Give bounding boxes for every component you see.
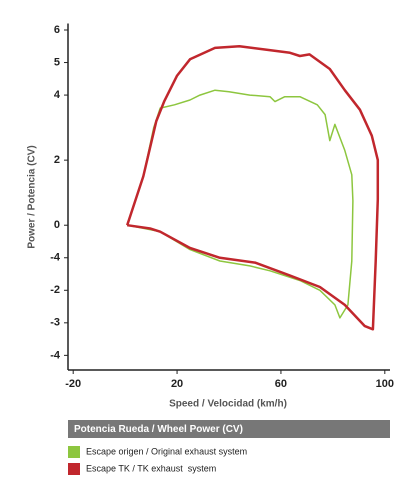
legend-swatch xyxy=(68,463,80,475)
y-tick-label: 5 xyxy=(54,56,60,68)
legend-label: Escape TK / TK exhaust system xyxy=(86,463,216,473)
y-tick-label: -2 xyxy=(50,284,60,296)
y-tick-label: -4 xyxy=(50,252,61,264)
y-tick-label: 2 xyxy=(54,154,60,166)
y-tick-label: -3 xyxy=(50,317,60,329)
y-tick-label: -4 xyxy=(50,349,61,361)
x-tick-label: -20 xyxy=(65,378,81,390)
series-line xyxy=(126,89,354,319)
x-tick-label: 60 xyxy=(275,378,287,390)
x-axis-title: Speed / Velocidad (km/h) xyxy=(169,399,287,410)
series-line xyxy=(126,45,380,331)
y-tick-label: 0 xyxy=(54,219,60,231)
legend-label: Escape origen / Original exhaust system xyxy=(86,446,247,456)
legend-title: Potencia Rueda / Wheel Power (CV) xyxy=(74,424,243,435)
x-tick-label: 20 xyxy=(171,378,183,390)
legend-header xyxy=(68,420,390,438)
y-tick-label: 4 xyxy=(54,89,61,101)
legend-swatch xyxy=(68,446,80,458)
y-tick-label: 6 xyxy=(54,24,60,36)
x-tick-label: 100 xyxy=(376,378,394,390)
y-axis-title: Power / Potencia (CV) xyxy=(27,145,38,248)
